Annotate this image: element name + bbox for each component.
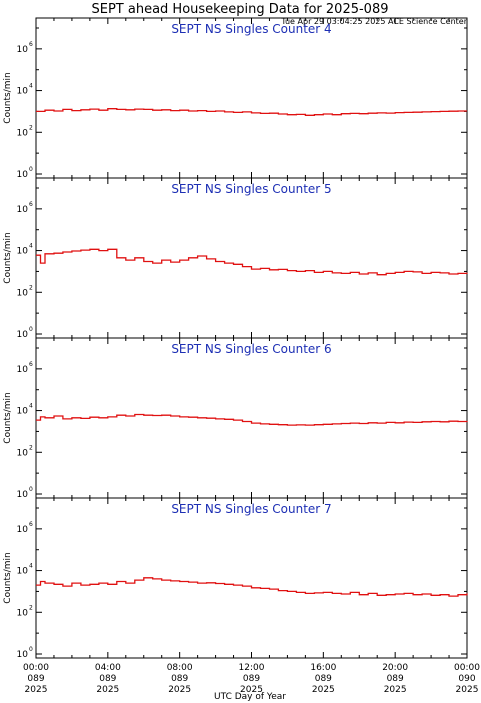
x-tick-year: 2025 <box>240 685 263 695</box>
y-axis-label: Counts/min <box>3 232 13 283</box>
series-line <box>36 108 467 116</box>
x-tick-time: 04:00 <box>95 663 121 673</box>
x-tick-year: 2025 <box>96 685 119 695</box>
y-tick-label: 10 <box>17 247 29 257</box>
y-tick-exponent: 2 <box>29 284 33 291</box>
y-tick-exponent: 6 <box>29 41 33 48</box>
x-axis-label: UTC Day of Year <box>214 692 286 702</box>
x-tick-time: 20:00 <box>382 663 408 673</box>
y-axis-label: Counts/min <box>3 552 13 603</box>
y-tick-label: 10 <box>17 407 29 417</box>
y-tick-label: 10 <box>17 567 29 577</box>
series-line <box>36 248 468 276</box>
y-tick-label: 10 <box>17 87 29 97</box>
y-tick-label: 10 <box>17 448 29 458</box>
y-tick-label: 10 <box>17 205 29 215</box>
y-tick-exponent: 0 <box>29 486 33 493</box>
x-tick-year: 2025 <box>312 685 335 695</box>
y-tick-exponent: 0 <box>29 326 33 333</box>
x-tick-year: 2025 <box>384 685 407 695</box>
x-tick-year: 2025 <box>456 685 479 695</box>
x-tick-time: 00:00 <box>454 663 480 673</box>
y-tick-exponent: 4 <box>29 403 33 410</box>
series-line <box>36 413 468 426</box>
y-tick-exponent: 2 <box>29 604 33 611</box>
y-tick-label: 10 <box>17 45 29 55</box>
y-tick-label: 10 <box>17 608 29 618</box>
y-tick-exponent: 2 <box>29 124 33 131</box>
y-tick-label: 10 <box>17 330 29 340</box>
plot-frame <box>35 497 468 659</box>
y-tick-label: 10 <box>17 525 29 535</box>
panel-title: SEPT NS Singles Counter 7 <box>171 502 331 516</box>
x-tick-doy: 089 <box>27 674 44 684</box>
y-tick-label: 10 <box>17 365 29 375</box>
x-tick-doy: 089 <box>387 674 404 684</box>
y-tick-label: 10 <box>17 288 29 298</box>
x-tick-time: 08:00 <box>167 663 193 673</box>
y-tick-exponent: 0 <box>29 166 33 173</box>
y-axis-label: Counts/min <box>3 392 13 443</box>
y-tick-exponent: 4 <box>29 243 33 250</box>
y-tick-label: 10 <box>17 490 29 500</box>
x-tick-year: 2025 <box>168 685 191 695</box>
x-tick-time: 00:00 <box>23 663 49 673</box>
y-tick-label: 10 <box>17 650 29 660</box>
panel-title: SEPT NS Singles Counter 4 <box>171 22 331 36</box>
y-axis-label: Counts/min <box>3 72 13 123</box>
x-tick-doy: 089 <box>243 674 260 684</box>
y-tick-exponent: 0 <box>29 646 33 653</box>
series-line <box>36 577 468 597</box>
x-tick-doy: 090 <box>458 674 475 684</box>
plot-frame <box>35 17 468 179</box>
x-tick-year: 2025 <box>25 685 48 695</box>
x-tick-doy: 089 <box>171 674 188 684</box>
y-tick-exponent: 2 <box>29 444 33 451</box>
timestamp-label: Tue Apr 29 03:04:25 2025 ACE Science Cen… <box>280 17 467 26</box>
x-tick-doy: 089 <box>99 674 116 684</box>
chart-title: SEPT ahead Housekeeping Data for 2025-08… <box>92 2 389 17</box>
y-tick-exponent: 6 <box>29 201 33 208</box>
y-tick-exponent: 4 <box>29 563 33 570</box>
x-tick-time: 16:00 <box>310 663 336 673</box>
y-tick-exponent: 6 <box>29 361 33 368</box>
panel-title: SEPT NS Singles Counter 6 <box>171 342 331 356</box>
y-tick-exponent: 4 <box>29 83 33 90</box>
y-tick-exponent: 6 <box>29 521 33 528</box>
y-tick-label: 10 <box>17 170 29 180</box>
x-tick-doy: 089 <box>315 674 332 684</box>
panel-title: SEPT NS Singles Counter 5 <box>171 182 331 196</box>
y-tick-label: 10 <box>17 128 29 138</box>
plot-frame <box>35 177 468 339</box>
x-tick-time: 12:00 <box>239 663 265 673</box>
